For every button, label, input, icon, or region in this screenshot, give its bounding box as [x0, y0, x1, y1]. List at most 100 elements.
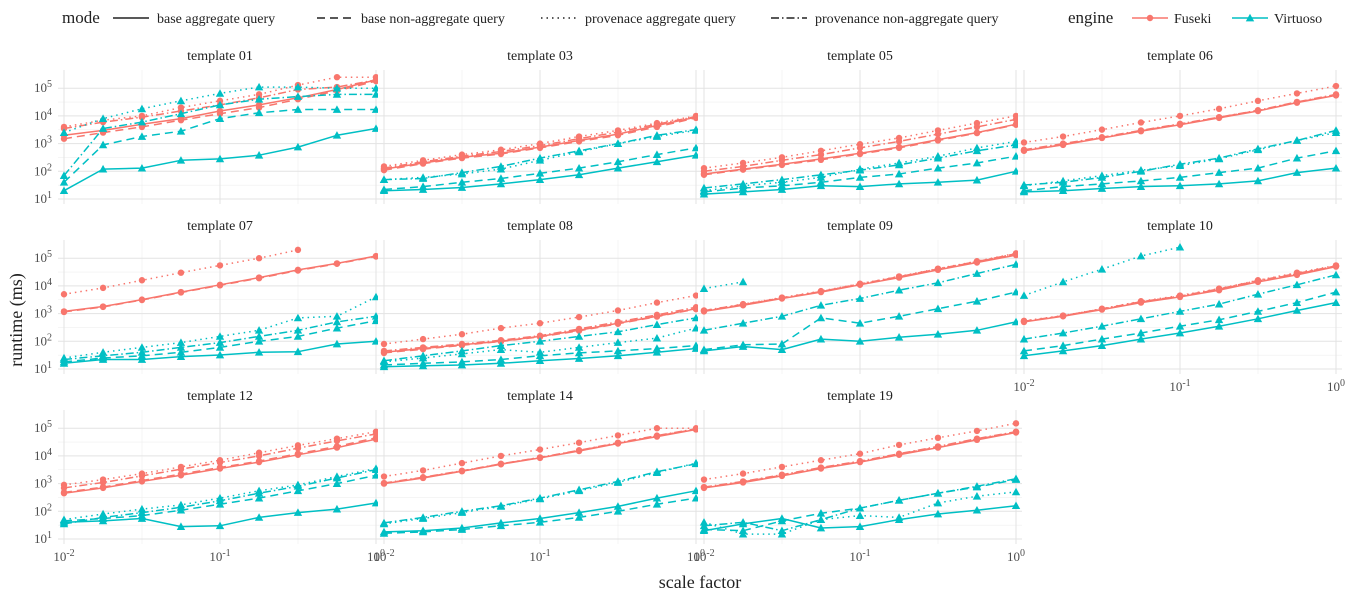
data-point: [1012, 420, 1020, 427]
data-point: [653, 311, 661, 319]
panel-template-10: template 10 10-2 10-1 100: [1013, 219, 1345, 394]
data-point: [379, 356, 389, 365]
data-point: [1253, 307, 1263, 315]
data-point: [1137, 127, 1145, 134]
data-point: [293, 105, 303, 113]
data-point: [1175, 173, 1185, 181]
data-point: [1019, 346, 1029, 355]
x-tick-label: 100: [367, 548, 385, 565]
data-point: [1176, 112, 1184, 120]
data-point: [535, 356, 545, 365]
data-point: [1136, 328, 1146, 337]
y-tick-label: 104: [34, 446, 52, 463]
data-point: [497, 148, 505, 155]
data-point: [1331, 126, 1341, 134]
data-point: [613, 351, 623, 360]
data-point: [1012, 250, 1020, 257]
data-point: [895, 273, 903, 280]
data-point: [60, 135, 68, 142]
data-point: [933, 498, 943, 507]
data-point: [699, 183, 709, 192]
series-virtuoso-prov_nonagg: [699, 474, 1021, 535]
data-point: [380, 340, 388, 348]
data-point: [856, 450, 864, 457]
data-point: [137, 343, 147, 351]
data-point: [856, 144, 864, 152]
data-point: [1097, 173, 1107, 181]
data-point: [614, 432, 622, 439]
data-point: [574, 485, 584, 494]
series-fuseki-prov_nonagg: [700, 116, 1020, 175]
data-point: [1253, 176, 1263, 185]
data-point: [379, 185, 389, 193]
x-tick-label: 100: [1007, 548, 1025, 565]
series-fuseki-prov_agg: [60, 246, 302, 298]
data-point: [372, 253, 380, 260]
data-point: [379, 529, 389, 537]
series-line: [703, 291, 1017, 351]
data-point: [1137, 119, 1145, 126]
data-point: [1214, 153, 1224, 162]
data-point: [933, 278, 943, 287]
data-point: [254, 151, 264, 159]
data-point: [738, 319, 748, 327]
data-point: [293, 486, 303, 495]
data-point: [418, 513, 428, 521]
series-virtuoso-base_nonagg: [379, 341, 701, 369]
data-point: [652, 157, 662, 166]
data-point: [738, 529, 748, 538]
data-point: [138, 472, 146, 480]
data-point: [216, 262, 224, 269]
data-point: [777, 312, 787, 320]
data-point: [613, 346, 623, 355]
data-point: [176, 522, 186, 530]
x-tick-label: 100: [1327, 378, 1345, 395]
data-point: [59, 186, 69, 195]
data-point: [972, 146, 982, 155]
data-point: [1058, 182, 1068, 190]
data-point: [574, 146, 584, 155]
data-point: [535, 348, 545, 356]
data-point: [332, 90, 342, 98]
data-point: [254, 326, 264, 334]
data-point: [575, 439, 583, 446]
x-tick-label: 10-1: [529, 548, 550, 565]
data-point: [933, 489, 943, 497]
data-point: [855, 337, 865, 345]
data-point: [1292, 153, 1302, 162]
data-point: [379, 518, 389, 527]
data-point: [59, 128, 69, 136]
data-point: [894, 160, 904, 169]
data-point: [738, 187, 748, 196]
data-point: [1097, 265, 1107, 273]
data-point: [372, 76, 380, 84]
legend-mode-title: mode: [62, 8, 100, 27]
data-point: [613, 507, 623, 515]
data-point: [856, 280, 864, 288]
data-point: [176, 109, 186, 118]
data-point: [1332, 91, 1340, 98]
data-point: [176, 127, 186, 135]
x-tick-label: 10-2: [53, 548, 74, 565]
series-fuseki-prov_agg: [700, 420, 1020, 483]
data-point: [177, 289, 185, 296]
data-point: [59, 178, 69, 186]
data-point: [293, 332, 303, 340]
data-point: [1137, 298, 1145, 305]
data-point: [1136, 251, 1146, 260]
data-point: [215, 332, 225, 340]
data-point: [255, 104, 263, 111]
data-point: [99, 303, 107, 311]
data-point: [816, 313, 826, 322]
data-point: [215, 496, 225, 505]
data-point: [894, 496, 904, 504]
legend-label-virtuoso: Virtuoso: [1274, 12, 1322, 27]
data-point: [575, 135, 583, 142]
data-point: [817, 156, 825, 164]
data-point: [1214, 168, 1224, 176]
data-point: [1098, 305, 1106, 313]
data-point: [738, 340, 748, 349]
gridlines: [378, 410, 702, 544]
data-point: [254, 493, 264, 502]
data-point: [293, 92, 303, 100]
